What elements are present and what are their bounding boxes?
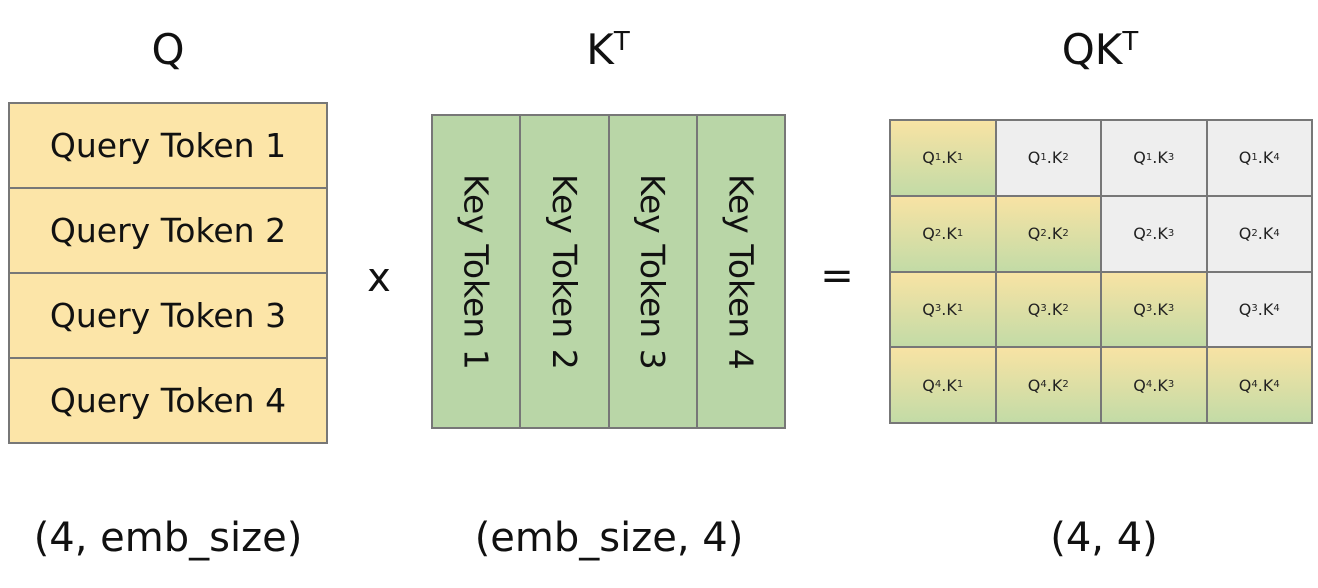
score-cell-q-letter: Q — [1238, 299, 1252, 319]
score-cell-k-letter: K — [946, 148, 957, 168]
score-cell-k-letter: K — [1051, 299, 1063, 319]
score-cell-q-letter: Q — [1133, 375, 1146, 395]
score-cell-separator: . — [941, 148, 947, 168]
score-cell-separator: . — [941, 224, 947, 244]
score-cell-k-letter: K — [1262, 148, 1274, 168]
k-title-base: K — [586, 25, 614, 74]
score-cell-q-letter: Q — [1027, 148, 1041, 168]
query-token-row: Query Token 1 — [10, 104, 326, 189]
score-cell-q-letter: Q — [922, 375, 935, 395]
score-cell-separator: . — [1046, 299, 1052, 319]
score-cell-q-letter: Q — [922, 299, 935, 319]
score-cell-separator: . — [941, 375, 947, 395]
q-title-text: Q — [151, 25, 185, 74]
query-matrix: Query Token 1 Query Token 2 Query Token … — [8, 102, 328, 444]
k-title-superscript: T — [613, 27, 630, 57]
score-cell-q-letter: Q — [1133, 148, 1146, 168]
score-cell-q-letter: Q — [1238, 224, 1252, 244]
score-cell-q-letter: Q — [1133, 224, 1146, 244]
query-token-row: Query Token 3 — [10, 274, 326, 359]
score-cell-separator: . — [1046, 148, 1052, 168]
score-cell-q-letter: Q — [922, 224, 935, 244]
score-cell-q-letter: Q — [1027, 224, 1041, 244]
key-token-column: Key Token 2 — [521, 116, 610, 427]
multiply-operator: x — [367, 255, 391, 301]
score-cell-k-letter: K — [1157, 224, 1168, 244]
key-token-column: Key Token 4 — [721, 173, 761, 370]
score-cell-separator: . — [1046, 375, 1052, 395]
score-cell-separator: . — [1257, 299, 1263, 319]
score-cell-k-letter: K — [1262, 299, 1274, 319]
score-cell-separator: . — [1257, 375, 1263, 395]
score-cell-separator: . — [1152, 299, 1158, 319]
key-transpose-shape-label: (emb_size, 4) — [474, 515, 744, 561]
score-cell-separator: . — [1152, 148, 1158, 168]
score-cell-k-letter: K — [1051, 224, 1063, 244]
score-cell-k-letter: K — [1157, 375, 1168, 395]
qk-title-superscript: T — [1122, 27, 1139, 57]
qkt-matrix-title: QKT — [1020, 22, 1180, 78]
key-transpose-matrix: Key Token 1 Key Token 2 Key Token 3 Key … — [431, 114, 786, 429]
result-shape-label: (4, 4) — [1050, 515, 1158, 561]
score-cell-separator: . — [1046, 224, 1052, 244]
score-cell-k-letter: K — [946, 224, 957, 244]
score-cell-k-letter: K — [946, 299, 957, 319]
score-cell-q-letter: Q — [1238, 148, 1252, 168]
score-cell-k-letter: K — [1051, 148, 1063, 168]
q-matrix-title: Q — [88, 22, 248, 78]
key-token-column: Key Token 3 — [610, 116, 698, 427]
qk-title-base: QK — [1061, 25, 1123, 74]
score-cell-q-letter: Q — [1027, 299, 1041, 319]
score-cell-k-letter: K — [1262, 224, 1274, 244]
score-cell-k-letter: K — [1051, 375, 1063, 395]
score-cell-k-letter: K — [946, 375, 957, 395]
score-cell-separator: . — [1152, 375, 1158, 395]
score-cell-separator: . — [1257, 224, 1263, 244]
score-cell-q-letter: Q — [1238, 375, 1252, 395]
score-cell-k-letter: K — [1157, 148, 1168, 168]
equals-operator: = — [820, 253, 854, 299]
score-cell-separator: . — [941, 299, 947, 319]
kt-matrix-title: KT — [528, 22, 688, 78]
score-cell-k-letter: K — [1157, 299, 1168, 319]
query-token-row: Query Token 2 — [10, 189, 326, 274]
score-cell-separator: . — [1152, 224, 1158, 244]
score-cell-k-letter: K — [1262, 375, 1274, 395]
score-cell-q-letter: Q — [1027, 375, 1041, 395]
key-token-column: Key Token 1 — [433, 116, 522, 427]
score-cell-separator: . — [1257, 148, 1263, 168]
score-cell-q-letter: Q — [1133, 299, 1146, 319]
query-shape-label: (4, emb_size) — [33, 515, 303, 561]
score-cell-q-letter: Q — [922, 148, 935, 168]
query-token-row: Query Token 4 — [49, 381, 287, 420]
